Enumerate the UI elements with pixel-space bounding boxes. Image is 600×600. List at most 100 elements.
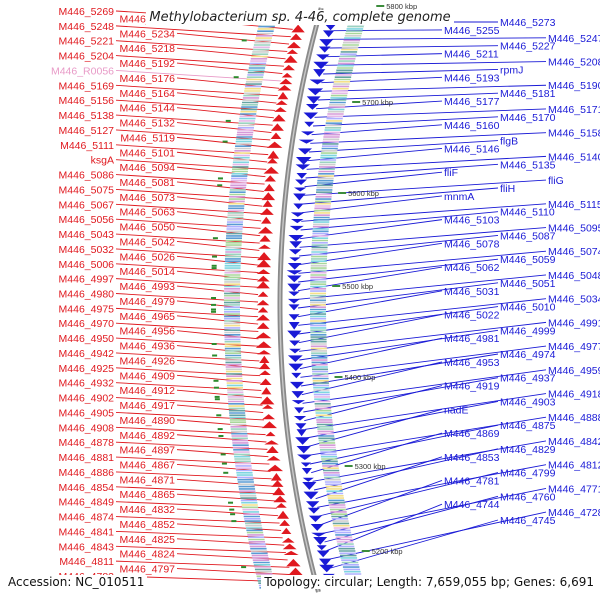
reverse-gene-arrow — [287, 41, 301, 49]
forward-gene-arrow — [313, 536, 328, 545]
scale-tick-label: 5400 kbp — [345, 373, 376, 382]
reverse-label-connector — [115, 233, 260, 244]
forward-gene-arrow — [290, 381, 305, 389]
reverse-gene-label: M446_5043 — [59, 229, 115, 241]
reverse-gene-arrow — [267, 150, 280, 159]
forward-gene-arrow — [295, 423, 307, 430]
forward-gene-arrow — [301, 131, 315, 136]
forward-gene-arrow — [287, 262, 302, 270]
reverse-gene-label: M446_4852 — [120, 519, 176, 531]
reverse-gene-label: M446_5026 — [120, 251, 176, 263]
forward-gene-arrow — [295, 164, 311, 170]
forward-gene-arrow — [311, 532, 327, 537]
forward-label-connector — [300, 353, 499, 387]
forward-label-connector — [304, 171, 443, 188]
reverse-gene-arrow — [288, 567, 303, 575]
forward-gene-arrow — [316, 545, 327, 551]
reverse-gene-label: M446_R0056 — [51, 65, 114, 77]
reverse-gene-label: M446_5032 — [59, 244, 115, 256]
reverse-label-connector — [176, 359, 260, 369]
reverse-gene-label: M446_4926 — [120, 355, 176, 367]
forward-gene-label: M446_5190 — [548, 80, 600, 92]
forward-gene-arrow — [289, 249, 302, 255]
reverse-gene-label: M446_5221 — [59, 36, 115, 48]
forward-label-connector — [298, 298, 547, 326]
reverse-label-connector — [176, 285, 259, 296]
reverse-gene-label: M446_4936 — [120, 341, 176, 353]
reverse-gene-arrow — [273, 495, 287, 503]
forward-gene-label: M446_4919 — [444, 381, 500, 393]
rna-feature-mark — [221, 462, 227, 465]
genome-stats-text: Topology: circular; Length: 7,659,055 bp… — [261, 575, 594, 589]
reverse-gene-label: M446_5081 — [120, 177, 176, 189]
forward-gene-arrow — [302, 482, 317, 490]
reverse-gene-arrow — [262, 404, 274, 409]
reverse-gene-label: M446_4841 — [59, 526, 115, 538]
reverse-label-connector — [176, 389, 262, 399]
reverse-gene-arrow — [255, 341, 272, 348]
forward-label-connector — [310, 132, 547, 144]
forward-gene-label: M446_4812 — [548, 460, 600, 472]
forward-gene-label: M446_4853 — [444, 452, 500, 464]
reverse-gene-label: M446_5164 — [120, 88, 176, 100]
forward-gene-arrow — [290, 212, 305, 217]
feature-tracks — [211, 17, 366, 589]
reverse-gene-label: M446_4997 — [59, 274, 115, 286]
reverse-gene-label: M446_5144 — [120, 103, 176, 115]
reverse-gene-label: M446_4843 — [59, 541, 115, 553]
reverse-gene-arrow — [275, 100, 288, 105]
forward-gene-arrow — [294, 407, 305, 414]
forward-gene-label: M446_5048 — [548, 270, 600, 282]
forward-gene-label: M446_5115 — [548, 199, 600, 211]
reverse-gene-arrow — [258, 244, 271, 249]
reverse-gene-label: M446_5086 — [59, 170, 115, 182]
forward-gene-label: M446_5211 — [444, 49, 499, 61]
reverse-label-connector — [176, 508, 279, 517]
forward-gene-arrow — [303, 491, 319, 500]
reverse-label-connector — [115, 307, 259, 318]
forward-gene-label: M446_5146 — [444, 143, 500, 155]
reverse-label-connector — [176, 568, 292, 576]
reverse-gene-arrow — [266, 141, 283, 148]
forward-gene-arrow — [305, 103, 319, 110]
reverse-gene-arrow — [281, 72, 293, 78]
reverse-label-connector — [176, 523, 282, 531]
reverse-label-connector — [176, 449, 269, 458]
reverse-label-connector — [176, 226, 261, 237]
forward-label-connector — [314, 108, 547, 118]
reverse-gene-label: M446_4881 — [59, 452, 115, 464]
reverse-label-connector — [176, 300, 259, 310]
reverse-gene-arrow — [267, 464, 284, 472]
forward-gene-arrow — [296, 445, 311, 454]
forward-label-connector — [313, 448, 499, 491]
forward-label-connector — [308, 416, 547, 456]
reverse-gene-label: M446_4865 — [120, 489, 176, 501]
forward-label-connector — [299, 329, 499, 361]
forward-gene-arrow — [291, 372, 302, 379]
rna-feature-mark — [213, 386, 219, 389]
reverse-gene-label: M446_4979 — [120, 296, 176, 308]
reverse-gene-arrow — [291, 24, 305, 33]
reverse-gene-label: M446_5169 — [59, 80, 115, 92]
reverse-label-connector — [176, 77, 280, 89]
forward-gene-arrow — [295, 157, 312, 165]
reverse-gene-arrow — [259, 378, 272, 385]
forward-label-connector — [297, 290, 443, 318]
forward-gene-arrow — [291, 218, 304, 224]
forward-gene-label: M446_4745 — [500, 515, 556, 527]
forward-label-connector — [300, 211, 499, 231]
forward-gene-arrow — [313, 69, 326, 77]
forward-gene-arrow — [291, 391, 304, 399]
forward-gene-arrow — [288, 314, 300, 321]
reverse-gene-label: M446_4905 — [59, 407, 115, 419]
forward-gene-label: nadE — [444, 404, 469, 416]
reverse-gene-arrow — [261, 216, 272, 224]
reverse-gene-arrow — [256, 322, 270, 329]
backbone-ring — [277, 7, 324, 593]
reverse-gene-arrow — [294, 17, 307, 23]
reverse-gene-arrow — [266, 445, 279, 454]
scale-ticks: 5800 kbp 5700 kbp 5600 kbp 5500 kbp 5400 kbp… — [332, 2, 417, 556]
rna-feature-mark — [230, 513, 236, 516]
rna-feature-mark — [211, 303, 216, 306]
scale-tick-label: 5200 kbp — [372, 547, 403, 556]
